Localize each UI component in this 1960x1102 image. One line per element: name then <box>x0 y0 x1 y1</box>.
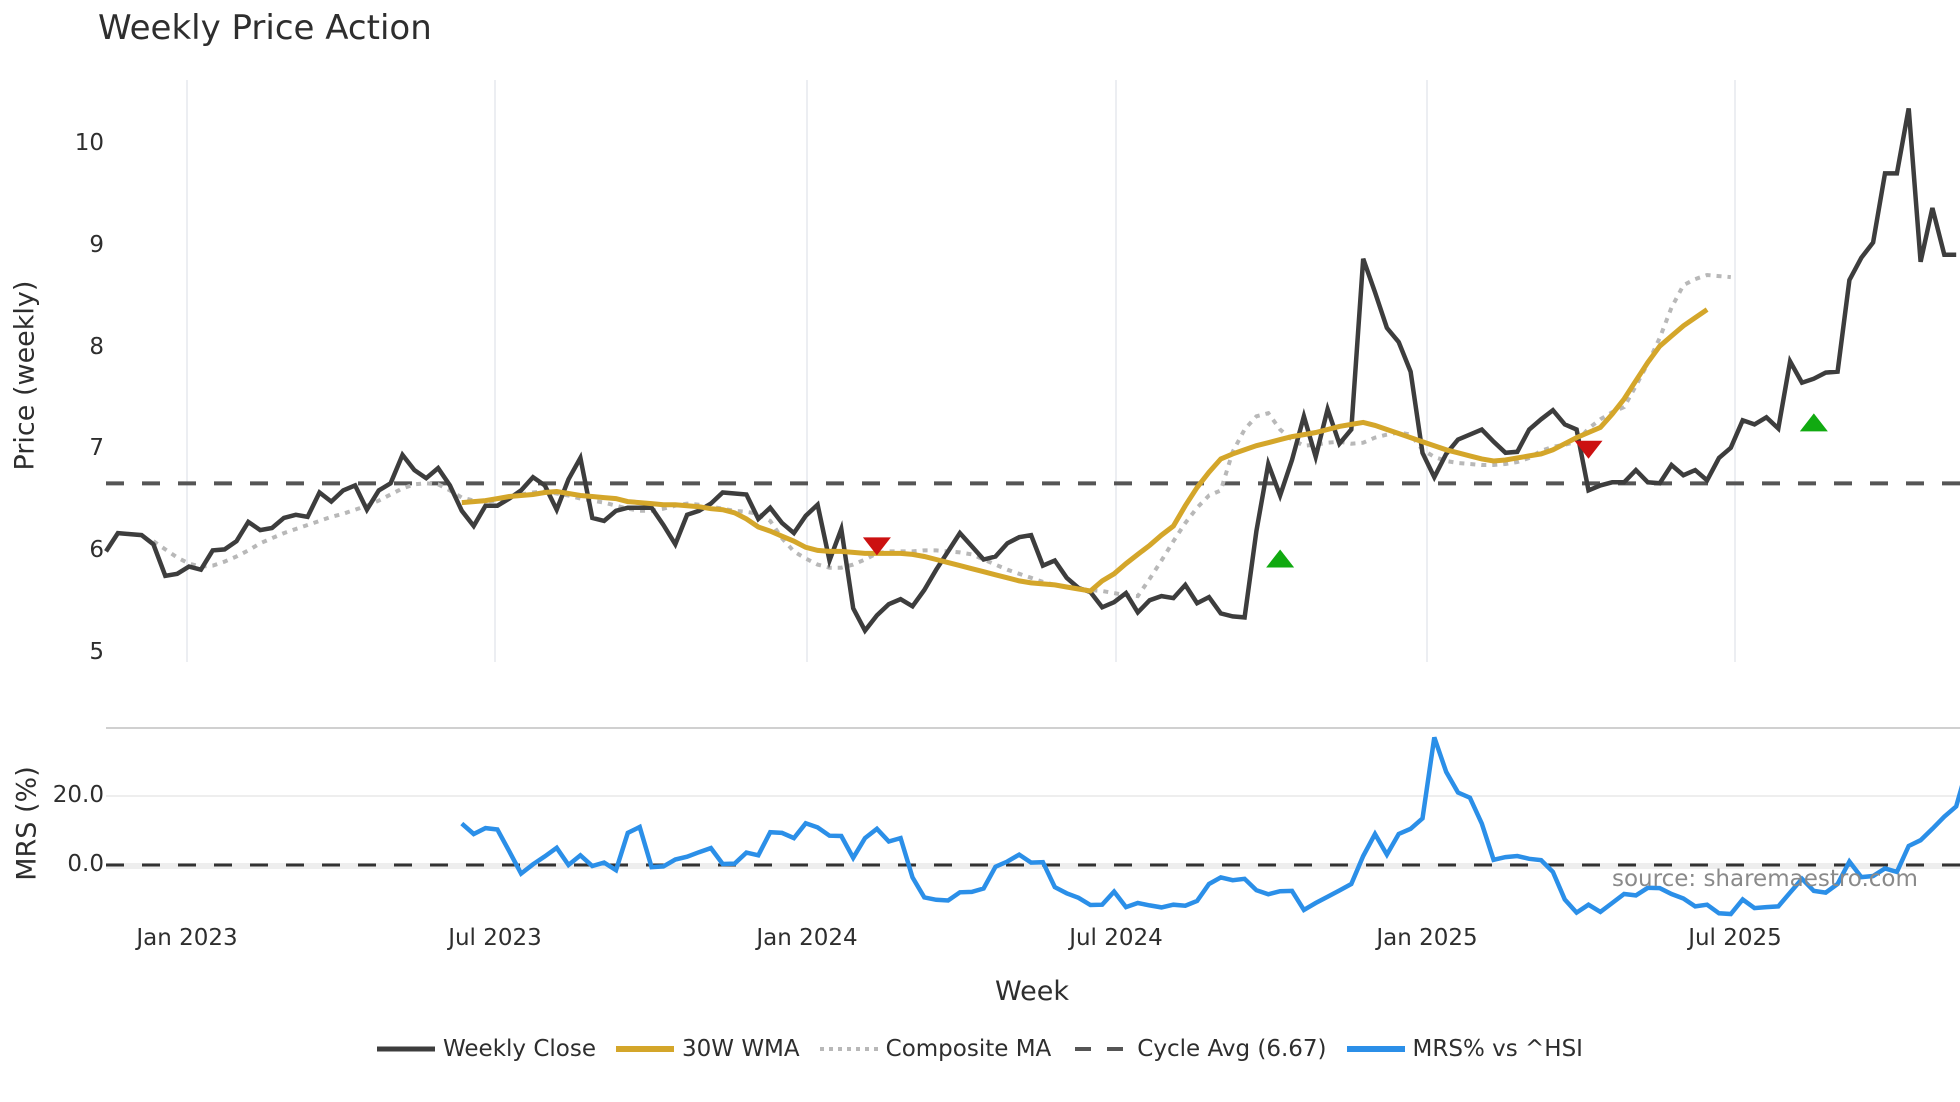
solid-line-icon <box>377 1046 436 1052</box>
solid-line-icon <box>616 1046 674 1052</box>
solid-line-icon <box>1346 1046 1405 1052</box>
legend-label: Weekly Close <box>443 1036 596 1062</box>
buy-signal-icon <box>1799 413 1828 432</box>
dotted-line-icon <box>819 1047 878 1051</box>
sell-signal-icon <box>1574 440 1603 459</box>
x-axis-title: Week <box>995 976 1069 1007</box>
wma-line <box>461 307 1709 594</box>
sell-signal-icon <box>862 537 891 556</box>
mrs-panel <box>106 736 1960 917</box>
xtick-jan-2025: Jan 2025 <box>1376 925 1478 951</box>
mrs-ytick-0: 0.0 <box>67 851 104 877</box>
legend-label: Composite MA <box>885 1036 1052 1062</box>
dashed-line-icon <box>1075 1047 1130 1051</box>
legend-label: Cycle Avg (6.67) <box>1137 1036 1327 1062</box>
price-panel <box>104 107 1960 635</box>
legend-label: 30W WMA <box>682 1036 800 1062</box>
legend-label: MRS% vs ^HSI <box>1412 1036 1583 1062</box>
composite-ma-line <box>152 272 1731 599</box>
price-ytick-5: 5 <box>89 639 104 665</box>
price-ytick-9: 9 <box>89 232 104 258</box>
legend-item-weekly-close[interactable]: Weekly Close <box>377 1036 596 1062</box>
mrs-ytick-20: 20.0 <box>52 782 104 808</box>
weekly-close-line <box>104 107 1957 635</box>
price-ytick-6: 6 <box>89 537 104 563</box>
legend-item-mrs[interactable]: MRS% vs ^HSI <box>1346 1036 1583 1062</box>
legend-item-composite-ma[interactable]: Composite MA <box>819 1036 1052 1062</box>
price-ytick-7: 7 <box>89 435 104 461</box>
xtick-jul-2023: Jul 2023 <box>448 925 542 951</box>
mrs-line <box>460 736 1960 917</box>
legend: Weekly Close 30W WMA Composite MA Cycle … <box>0 1036 1960 1062</box>
legend-item-cycle-avg[interactable]: Cycle Avg (6.67) <box>1071 1036 1327 1062</box>
buy-signal-icon <box>1266 549 1295 568</box>
chart-title: Weekly Price Action <box>98 8 432 48</box>
price-ytick-8: 8 <box>89 334 104 360</box>
xtick-jul-2025: Jul 2025 <box>1688 925 1782 951</box>
xtick-jan-2023: Jan 2023 <box>136 925 238 951</box>
source-watermark: source: sharemaestro.com <box>1612 866 1918 892</box>
xtick-jul-2024: Jul 2024 <box>1069 925 1163 951</box>
xtick-jan-2024: Jan 2024 <box>756 925 858 951</box>
legend-item-30w-wma[interactable]: 30W WMA <box>616 1036 800 1062</box>
price-ytick-10: 10 <box>74 130 104 156</box>
gridlines <box>106 80 1960 869</box>
